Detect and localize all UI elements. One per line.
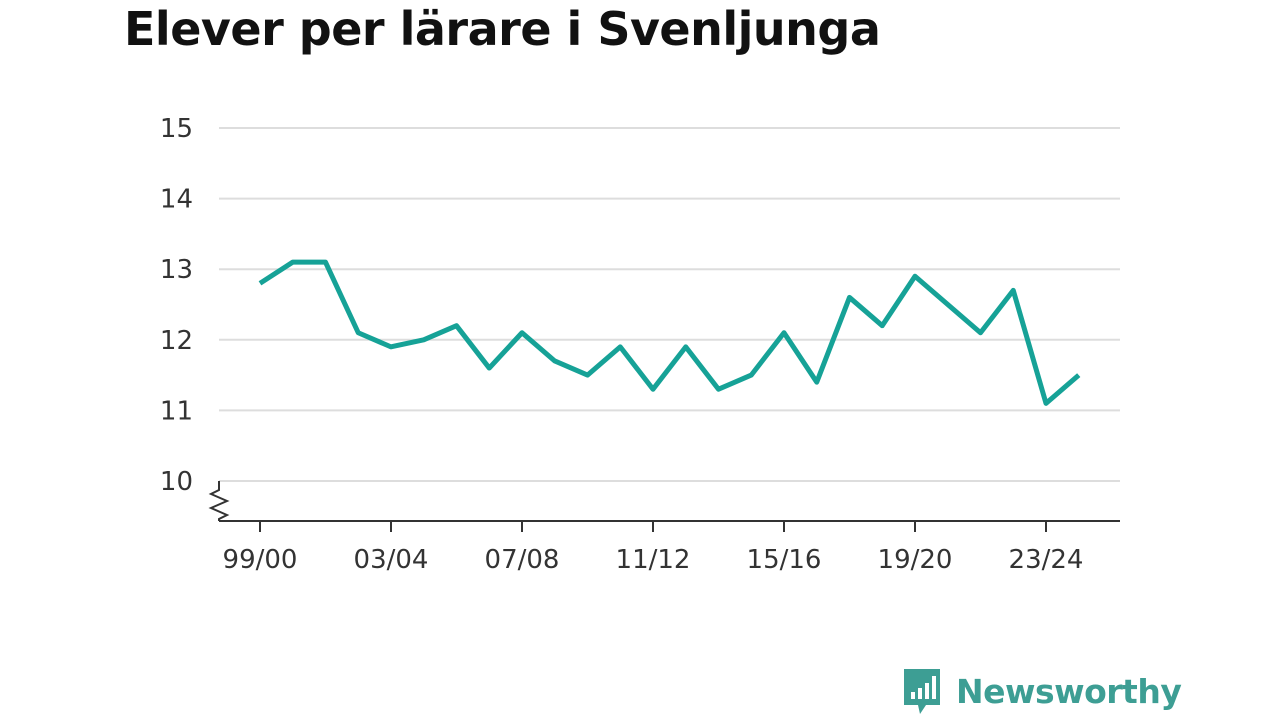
y-axis-tick-labels: 10 11 12 13 14 15 — [160, 114, 193, 497]
y-tick-label: 14 — [160, 185, 193, 215]
y-tick-label: 15 — [160, 114, 193, 144]
x-tick-label: 19/20 — [878, 545, 953, 575]
bar-chart-speech-bubble-icon — [904, 669, 940, 714]
y-tick-label: 10 — [160, 467, 193, 497]
x-tick-label: 07/08 — [485, 545, 560, 575]
chart-title: Elever per lärare i Svenljunga — [124, 2, 881, 56]
x-tick-label: 99/00 — [223, 545, 298, 575]
x-tick-label: 11/12 — [616, 545, 691, 575]
y-tick-label: 11 — [160, 396, 193, 426]
series-line — [258, 259, 1081, 406]
line-chart: 10 11 12 13 14 15 99/00 03/04 07/08 11/12 15/16 19… — [160, 114, 1120, 575]
x-tick-label: 03/04 — [354, 545, 429, 575]
x-tick-label: 15/16 — [747, 545, 822, 575]
brand-name: Newsworthy — [956, 672, 1182, 711]
y-tick-label: 13 — [160, 255, 193, 285]
newsworthy-logo: Newsworthy — [902, 668, 1182, 716]
x-axis-ticks: 99/00 03/04 07/08 11/12 15/16 19/20 23/24 — [223, 521, 1084, 575]
gridlines — [219, 127, 1120, 482]
x-tick-label: 23/24 — [1009, 545, 1084, 575]
axis-break-icon — [208, 481, 230, 521]
y-tick-label: 12 — [160, 326, 193, 356]
